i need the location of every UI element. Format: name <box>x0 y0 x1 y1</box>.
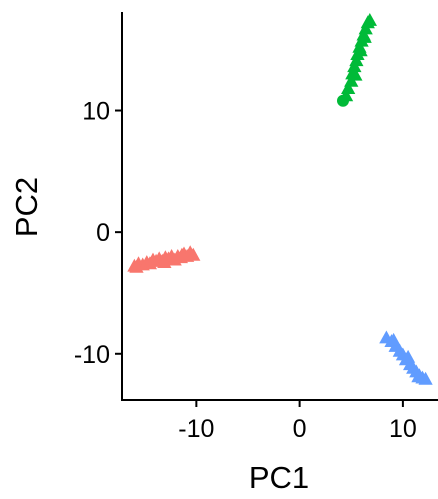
x-tick-label: 0 <box>293 415 307 443</box>
x-tick-label: -10 <box>178 415 214 443</box>
data-point-s3-p12 <box>386 332 401 346</box>
data-point-s1-p14 <box>353 43 368 57</box>
y-tick-label: 0 <box>96 219 110 247</box>
data-point-s1-p15 <box>357 30 372 43</box>
data-point-s1-p1 <box>341 81 356 94</box>
data-point-s1-p12 <box>362 13 377 26</box>
x-axis-ticks: -10 0 10 <box>178 400 417 443</box>
y-axis-title: PC2 <box>9 177 44 237</box>
data-point-s0-p19 <box>129 259 144 273</box>
data-point-s1-p13 <box>348 67 363 81</box>
data-point-s3-p14 <box>411 369 426 383</box>
data-point-s0-p18 <box>186 247 201 261</box>
data-point-s2-p0 <box>337 94 349 107</box>
y-tick-label: -10 <box>74 341 110 369</box>
x-tick-label: 10 <box>389 415 417 443</box>
x-axis-title: PC1 <box>249 460 309 495</box>
data-point-s0-p21 <box>174 247 189 261</box>
data-point-s0-p20 <box>157 255 172 268</box>
data-point-s3-p13 <box>400 349 416 363</box>
y-tick-label: 10 <box>82 98 110 126</box>
y-axis-ticks: -10 0 10 <box>74 98 122 369</box>
points-layer <box>127 13 433 385</box>
